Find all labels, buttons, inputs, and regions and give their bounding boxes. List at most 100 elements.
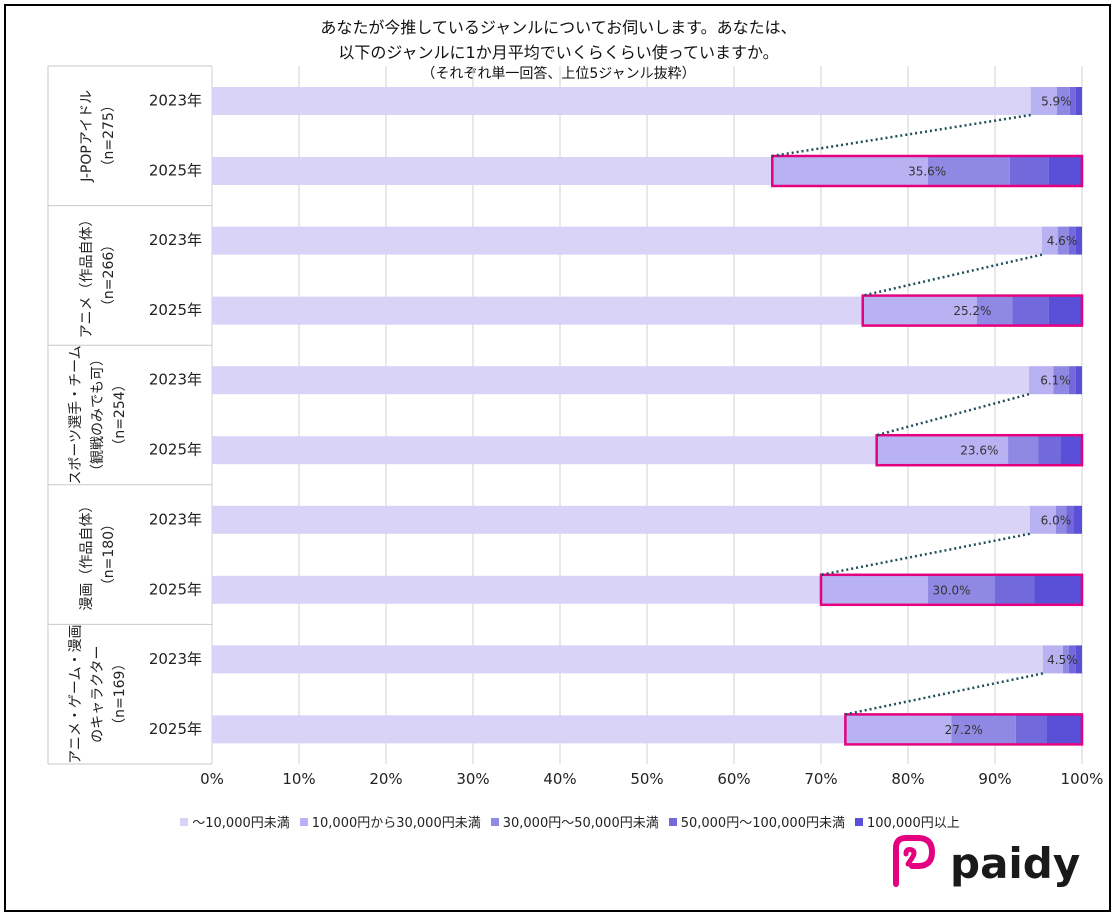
x-tick-label: 10% bbox=[282, 770, 315, 788]
legend-item: 100,000円以上 bbox=[854, 812, 960, 831]
legend-item: 30,000円～50,000円未満 bbox=[490, 812, 659, 831]
x-tick-label: 60% bbox=[717, 770, 750, 788]
chart-subtitle: （それぞれ単一回答、上位5ジャンル抜粋） bbox=[421, 66, 696, 82]
x-tick-label: 70% bbox=[804, 770, 837, 788]
group-label: アニメ（作品自体） bbox=[79, 213, 95, 339]
bar-segment bbox=[1068, 645, 1076, 674]
chart-legend: ～10,000円未満 10,000円から30,000円未満 30,000円～50,0… bbox=[100, 812, 1040, 831]
bar-segment bbox=[1075, 645, 1082, 674]
legend-label: 100,000円以上 bbox=[866, 816, 960, 831]
year-label: 2023年 bbox=[149, 510, 202, 528]
data-label: 27.2% bbox=[945, 723, 983, 737]
bar-segment bbox=[1008, 436, 1039, 465]
bar-segment bbox=[1066, 505, 1074, 534]
x-tick-label: 100% bbox=[1061, 770, 1104, 788]
bar-segment bbox=[1038, 436, 1061, 465]
legend-swatch bbox=[854, 817, 863, 826]
group-label: （n=169） bbox=[112, 657, 128, 732]
data-label: 6.1% bbox=[1040, 374, 1071, 388]
bar-segment bbox=[845, 715, 952, 744]
group-label: （n=254） bbox=[112, 377, 128, 452]
bar-segment bbox=[821, 575, 929, 604]
legend-swatch bbox=[490, 817, 499, 826]
bar-segment bbox=[772, 157, 929, 185]
legend-item: ～10,000円未満 bbox=[180, 812, 290, 831]
bar-segment bbox=[1046, 715, 1082, 744]
bar-segment bbox=[1041, 226, 1058, 255]
bar-segment bbox=[976, 296, 1013, 325]
group-label: のキャラクター bbox=[90, 645, 106, 742]
x-tick-label: 50% bbox=[630, 770, 663, 788]
year-label: 2023年 bbox=[149, 231, 202, 249]
chart-title-line-1: あなたが今推しているジャンルについてお伺いします。あなたは、 bbox=[320, 18, 797, 37]
group-label: 漫画（作品自体） bbox=[79, 499, 95, 611]
group-label: （観戦のみでも可） bbox=[89, 352, 106, 478]
x-tick-label: 90% bbox=[978, 770, 1011, 788]
bar-segment bbox=[1068, 226, 1076, 255]
group-label: スポーツ選手・チーム bbox=[68, 345, 84, 484]
trend-connector bbox=[862, 253, 1043, 297]
year-label: 2025年 bbox=[149, 720, 202, 738]
bar-segment bbox=[928, 157, 1010, 185]
x-tick-label: 80% bbox=[891, 770, 924, 788]
year-label: 2025年 bbox=[149, 301, 202, 319]
data-label: 25.2% bbox=[953, 304, 991, 318]
bar-segment bbox=[212, 366, 1029, 395]
bar-segment bbox=[995, 575, 1035, 604]
trend-connector bbox=[772, 113, 1031, 158]
bar-segment bbox=[1075, 366, 1082, 395]
legend-item: 10,000円から30,000円未満 bbox=[299, 812, 481, 831]
bar-segment bbox=[1048, 157, 1082, 185]
bar-segment bbox=[212, 436, 877, 465]
bar-segment bbox=[1075, 87, 1082, 115]
legend-label: 50,000円～100,000円未満 bbox=[680, 816, 845, 831]
year-label: 2023年 bbox=[149, 371, 202, 389]
data-label: 6.0% bbox=[1041, 513, 1072, 527]
chart-title-line-2: 以下のジャンルに1か月平均でいくらくらい使っていますか。 bbox=[338, 43, 779, 62]
bar-segment bbox=[1057, 226, 1069, 255]
bar-segment bbox=[1030, 87, 1057, 115]
year-label: 2023年 bbox=[149, 92, 202, 110]
bar-segment bbox=[212, 715, 846, 744]
bar-segment bbox=[1012, 296, 1049, 325]
bar-segment bbox=[951, 715, 1016, 744]
data-label: 23.6% bbox=[960, 444, 998, 458]
legend-swatch bbox=[180, 817, 189, 826]
legend-swatch bbox=[668, 817, 677, 826]
x-tick-label: 40% bbox=[543, 770, 576, 788]
highlight-box bbox=[861, 294, 1084, 327]
trend-connector bbox=[845, 672, 1044, 716]
group-label: アニメ・ゲーム・漫画 bbox=[68, 625, 84, 764]
x-tick-label: 0% bbox=[200, 770, 224, 788]
legend-label: ～10,000円未満 bbox=[192, 816, 290, 831]
year-label: 2025年 bbox=[149, 580, 202, 598]
legend-label: 30,000円～50,000円未満 bbox=[502, 816, 659, 831]
highlight-box bbox=[771, 154, 1084, 188]
bar-segment bbox=[1056, 87, 1070, 115]
trend-connector bbox=[820, 532, 1031, 577]
data-label: 4.5% bbox=[1047, 653, 1078, 667]
bar-segment bbox=[1029, 505, 1056, 534]
year-label: 2025年 bbox=[149, 162, 202, 180]
bar-segment bbox=[1073, 505, 1082, 534]
bar-segment bbox=[212, 87, 1031, 115]
bar-segment bbox=[1034, 575, 1082, 604]
highlight-box bbox=[875, 433, 1084, 467]
bar-segment bbox=[1060, 436, 1082, 465]
trend-connector bbox=[876, 392, 1030, 437]
bar-segment bbox=[1069, 87, 1076, 115]
paidy-logo-mark bbox=[893, 835, 936, 887]
legend-label: 10,000円から30,000円未満 bbox=[311, 816, 481, 831]
bar-segment bbox=[1028, 366, 1054, 395]
group-label: J-POPアイドル bbox=[79, 90, 95, 183]
bar-segment bbox=[212, 157, 773, 185]
x-tick-label: 30% bbox=[456, 770, 489, 788]
data-label: 30.0% bbox=[932, 583, 970, 597]
bar-segment bbox=[1055, 505, 1067, 534]
bar-segment bbox=[212, 505, 1030, 534]
bar-segment bbox=[862, 296, 977, 325]
paidy-logo: paidy bbox=[893, 835, 1080, 888]
legend-swatch bbox=[299, 817, 308, 826]
bar-segment bbox=[212, 226, 1042, 255]
